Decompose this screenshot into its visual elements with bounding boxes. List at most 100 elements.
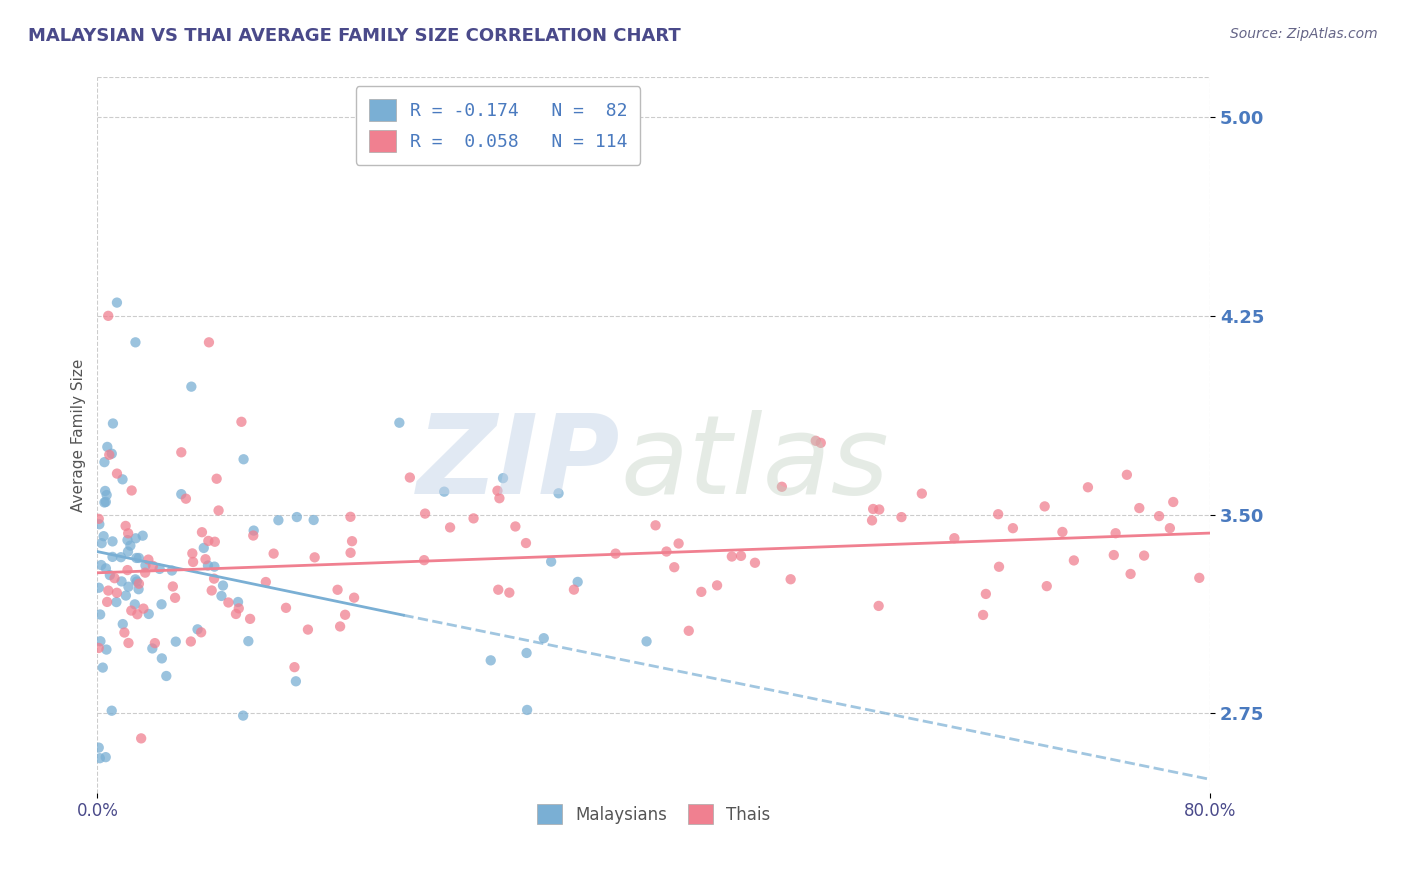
Point	[186, 623, 208, 637]
Point	[115, 589, 138, 603]
Point	[1119, 566, 1142, 581]
Point	[162, 579, 184, 593]
Point	[479, 653, 502, 667]
Point	[134, 566, 156, 580]
Point	[988, 559, 1011, 574]
Point	[101, 549, 124, 564]
Point	[972, 607, 994, 622]
Point	[413, 553, 436, 567]
Point	[180, 379, 202, 393]
Point	[860, 513, 883, 527]
Text: ZIP: ZIP	[418, 410, 620, 517]
Point	[297, 623, 319, 637]
Point	[197, 558, 219, 573]
Point	[1128, 501, 1150, 516]
Point	[96, 642, 118, 657]
Point	[89, 751, 111, 765]
Point	[89, 634, 111, 648]
Point	[90, 536, 112, 550]
Point	[1033, 500, 1056, 514]
Point	[105, 595, 128, 609]
Point	[128, 576, 150, 591]
Point	[943, 531, 966, 545]
Point	[150, 597, 173, 611]
Point	[267, 513, 290, 527]
Point	[170, 487, 193, 501]
Point	[1133, 549, 1156, 563]
Point	[194, 552, 217, 566]
Point	[605, 547, 627, 561]
Point	[1159, 521, 1181, 535]
Point	[492, 471, 515, 485]
Point	[87, 640, 110, 655]
Point	[142, 558, 165, 573]
Point	[93, 455, 115, 469]
Point	[128, 582, 150, 597]
Point	[533, 631, 555, 645]
Point	[181, 546, 204, 560]
Point	[114, 519, 136, 533]
Point	[93, 529, 115, 543]
Point	[388, 416, 411, 430]
Point	[121, 483, 143, 498]
Point	[463, 511, 485, 525]
Point	[1102, 548, 1125, 562]
Point	[433, 484, 456, 499]
Point	[117, 533, 139, 548]
Point	[125, 551, 148, 566]
Text: MALAYSIAN VS THAI AVERAGE FAMILY SIZE CORRELATION CHART: MALAYSIAN VS THAI AVERAGE FAMILY SIZE CO…	[28, 27, 681, 45]
Point	[730, 549, 752, 563]
Point	[228, 601, 250, 615]
Point	[98, 448, 121, 462]
Point	[231, 415, 253, 429]
Point	[1001, 521, 1024, 535]
Point	[706, 578, 728, 592]
Point	[96, 595, 118, 609]
Point	[207, 503, 229, 517]
Point	[516, 646, 538, 660]
Point	[304, 550, 326, 565]
Point	[862, 502, 884, 516]
Point	[96, 488, 118, 502]
Point	[1104, 526, 1126, 541]
Point	[668, 536, 690, 550]
Point	[181, 555, 204, 569]
Point	[339, 509, 361, 524]
Point	[110, 550, 132, 565]
Point	[562, 582, 585, 597]
Point	[124, 335, 146, 350]
Point	[117, 636, 139, 650]
Point	[242, 528, 264, 542]
Point	[770, 480, 793, 494]
Point	[110, 574, 132, 589]
Point	[117, 526, 139, 541]
Point	[90, 558, 112, 572]
Point	[868, 599, 890, 613]
Point	[117, 563, 139, 577]
Legend: Malaysians, Thais: Malaysians, Thais	[527, 794, 780, 834]
Point	[567, 574, 589, 589]
Point	[97, 583, 120, 598]
Point	[89, 607, 111, 622]
Point	[333, 607, 356, 622]
Point	[87, 512, 110, 526]
Point	[217, 595, 239, 609]
Point	[239, 612, 262, 626]
Point	[678, 624, 700, 638]
Point	[87, 740, 110, 755]
Point	[134, 558, 156, 573]
Point	[94, 495, 117, 509]
Point	[131, 529, 153, 543]
Point	[486, 483, 509, 498]
Point	[987, 507, 1010, 521]
Point	[263, 547, 285, 561]
Text: atlas: atlas	[620, 410, 889, 517]
Point	[1052, 524, 1074, 539]
Point	[97, 309, 120, 323]
Point	[1063, 553, 1085, 567]
Point	[100, 447, 122, 461]
Point	[226, 595, 249, 609]
Point	[124, 573, 146, 587]
Text: Source: ZipAtlas.com: Source: ZipAtlas.com	[1230, 27, 1378, 41]
Point	[974, 587, 997, 601]
